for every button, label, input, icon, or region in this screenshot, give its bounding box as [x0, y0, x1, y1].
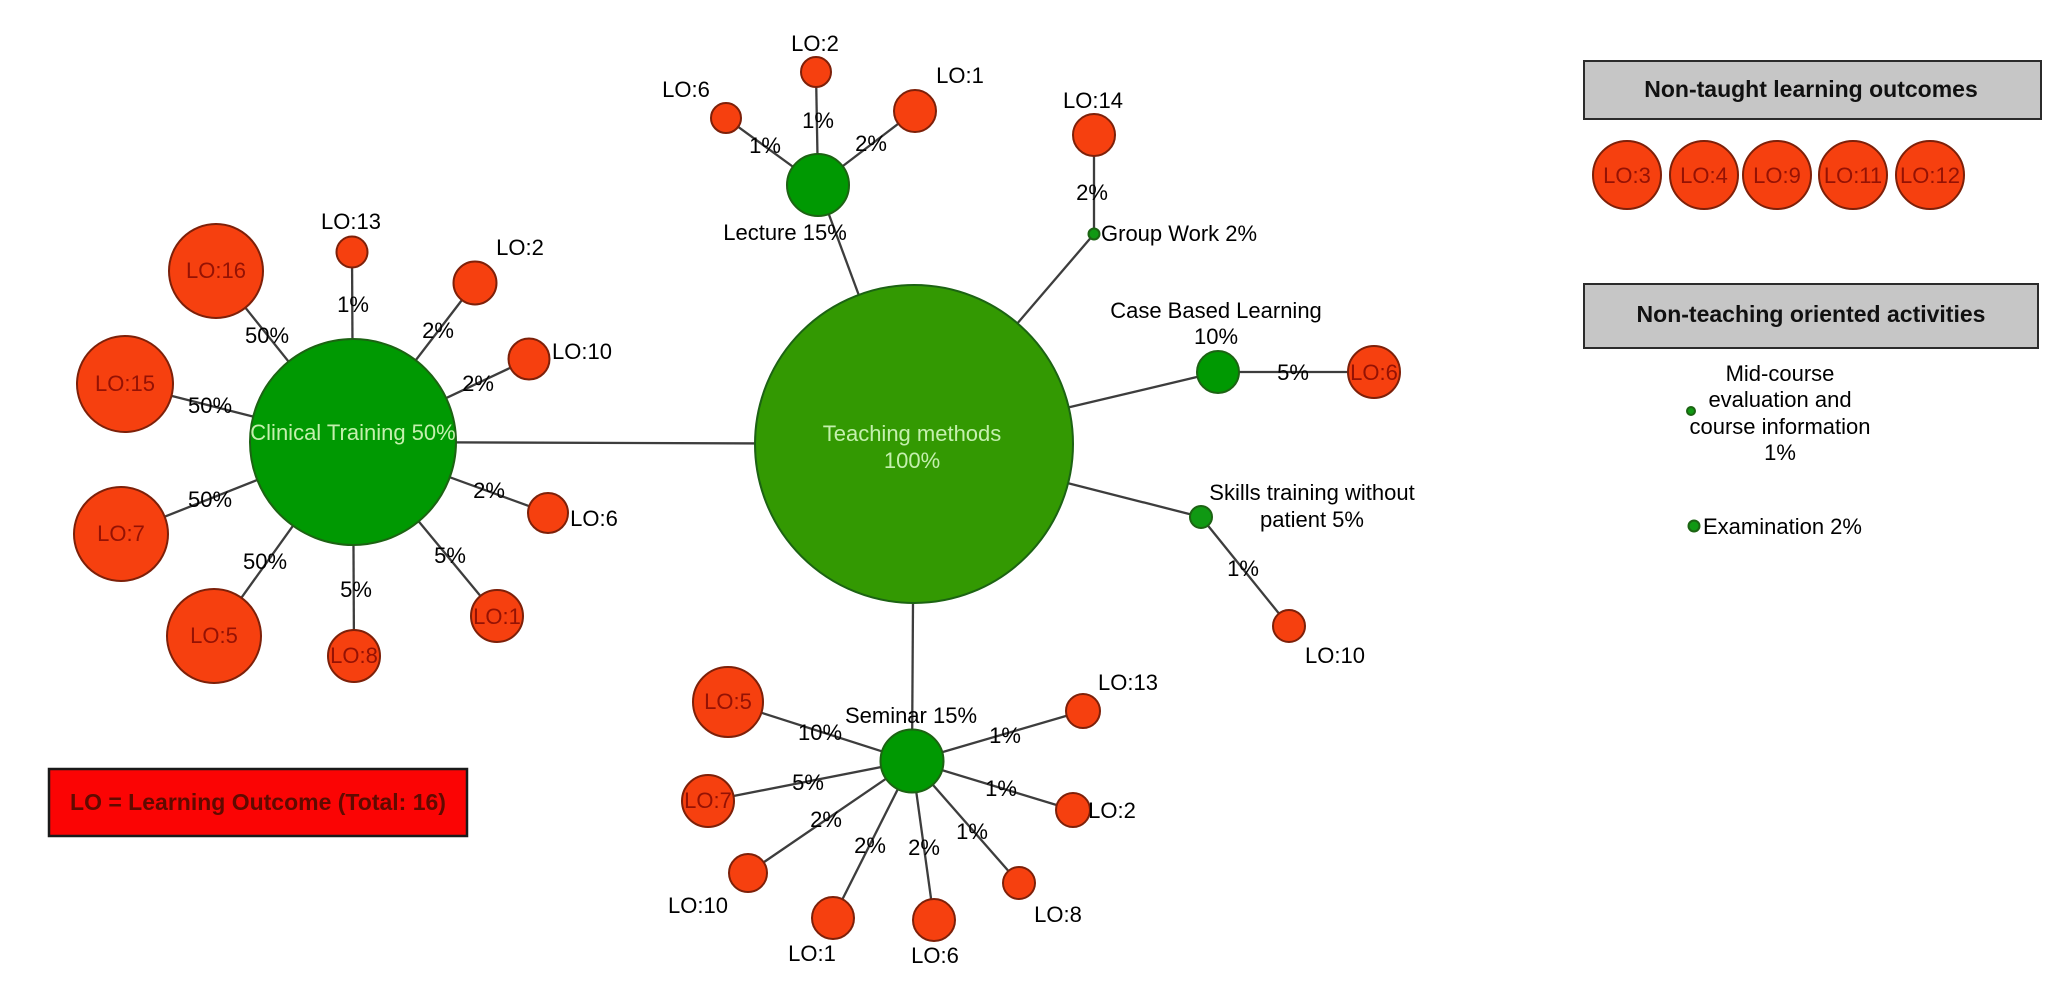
svg-text:LO:2: LO:2 [496, 235, 544, 260]
svg-text:LO:6: LO:6 [570, 506, 618, 531]
svg-text:evaluation and: evaluation and [1708, 387, 1851, 412]
svg-text:50%: 50% [188, 393, 232, 418]
svg-text:LO:2: LO:2 [791, 31, 839, 56]
svg-text:LO = Learning Outcome (Total:: LO = Learning Outcome (Total: 16) [70, 789, 446, 815]
svg-text:LO:4: LO:4 [1680, 163, 1728, 188]
svg-text:patient 5%: patient 5% [1260, 507, 1364, 532]
svg-text:LO:13: LO:13 [321, 209, 381, 234]
svg-text:LO:6: LO:6 [662, 77, 710, 102]
svg-text:100%: 100% [884, 448, 940, 473]
svg-text:LO:10: LO:10 [1305, 643, 1365, 668]
svg-text:2%: 2% [473, 478, 505, 503]
svg-text:5%: 5% [792, 770, 824, 795]
svg-text:LO:16: LO:16 [186, 258, 246, 283]
svg-text:LO:6: LO:6 [1350, 360, 1398, 385]
svg-text:50%: 50% [188, 487, 232, 512]
svg-text:5%: 5% [434, 543, 466, 568]
svg-text:1%: 1% [1227, 556, 1259, 581]
svg-text:LO:11: LO:11 [1824, 163, 1882, 188]
svg-text:LO:12: LO:12 [1900, 163, 1960, 188]
svg-text:1%: 1% [749, 133, 781, 158]
svg-text:10%: 10% [1194, 324, 1238, 349]
svg-text:LO:5: LO:5 [704, 689, 752, 714]
svg-text:LO:14: LO:14 [1063, 88, 1123, 113]
svg-text:1%: 1% [337, 292, 369, 317]
svg-text:2%: 2% [810, 807, 842, 832]
svg-text:LO:7: LO:7 [684, 788, 732, 813]
svg-text:LO:3: LO:3 [1603, 163, 1651, 188]
svg-text:50%: 50% [245, 323, 289, 348]
svg-text:5%: 5% [340, 577, 372, 602]
svg-text:1%: 1% [802, 108, 834, 133]
svg-text:Skills training without: Skills training without [1209, 480, 1414, 505]
svg-text:1%: 1% [985, 776, 1017, 801]
svg-text:5%: 5% [1277, 360, 1309, 385]
svg-text:1%: 1% [956, 819, 988, 844]
svg-text:Group Work 2%: Group Work 2% [1101, 221, 1257, 246]
svg-text:2%: 2% [855, 131, 887, 156]
svg-text:2%: 2% [908, 835, 940, 860]
svg-text:LO:1: LO:1 [473, 604, 521, 629]
svg-text:10%: 10% [798, 720, 842, 745]
svg-text:Non-taught learning outcomes: Non-taught learning outcomes [1644, 76, 1978, 102]
svg-text:LO:10: LO:10 [668, 893, 728, 918]
svg-text:LO:15: LO:15 [95, 371, 155, 396]
svg-text:LO:8: LO:8 [1034, 902, 1082, 927]
svg-text:Case Based Learning: Case Based Learning [1110, 298, 1322, 323]
svg-text:Seminar 15%: Seminar 15% [845, 703, 977, 728]
svg-text:2%: 2% [854, 833, 886, 858]
svg-text:course information: course information [1690, 414, 1871, 439]
svg-text:LO:10: LO:10 [552, 339, 612, 364]
svg-text:Clinical Training 50%: Clinical Training 50% [250, 420, 455, 445]
svg-text:LO:9: LO:9 [1753, 163, 1801, 188]
svg-text:Non-teaching oriented activiti: Non-teaching oriented activities [1637, 301, 1986, 327]
svg-text:LO:1: LO:1 [936, 63, 984, 88]
svg-text:LO:13: LO:13 [1098, 670, 1158, 695]
svg-text:2%: 2% [422, 318, 454, 343]
svg-text:Lecture 15%: Lecture 15% [723, 220, 847, 245]
svg-text:1%: 1% [1764, 440, 1796, 465]
svg-text:2%: 2% [1076, 180, 1108, 205]
svg-text:50%: 50% [243, 549, 287, 574]
svg-text:LO:1: LO:1 [788, 941, 836, 966]
svg-text:Teaching methods: Teaching methods [823, 421, 1002, 446]
svg-text:2%: 2% [462, 371, 494, 396]
svg-text:LO:7: LO:7 [97, 521, 145, 546]
svg-text:LO:2: LO:2 [1088, 798, 1136, 823]
svg-text:Mid-course: Mid-course [1726, 361, 1835, 386]
svg-text:LO:6: LO:6 [911, 943, 959, 968]
svg-text:1%: 1% [989, 723, 1021, 748]
svg-text:LO:8: LO:8 [330, 643, 378, 668]
svg-text:Examination 2%: Examination 2% [1703, 514, 1862, 539]
svg-text:LO:5: LO:5 [190, 623, 238, 648]
